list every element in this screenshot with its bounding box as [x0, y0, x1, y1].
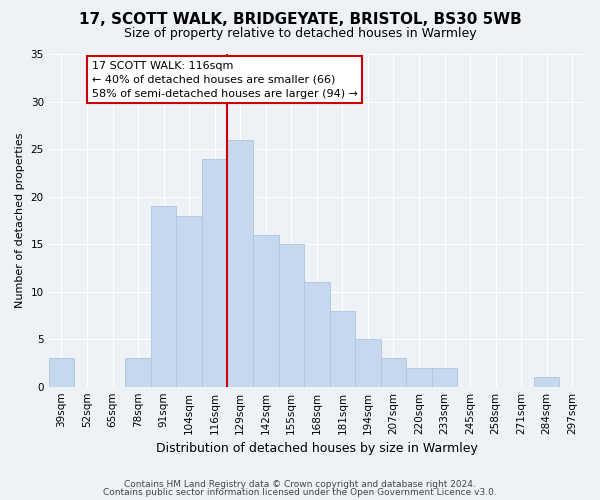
Bar: [406, 368, 432, 386]
Text: Size of property relative to detached houses in Warmley: Size of property relative to detached ho…: [124, 28, 476, 40]
Bar: [355, 339, 380, 386]
Text: Contains public sector information licensed under the Open Government Licence v3: Contains public sector information licen…: [103, 488, 497, 497]
Bar: [380, 358, 406, 386]
Bar: [176, 216, 202, 386]
Bar: [304, 282, 329, 387]
Bar: [125, 358, 151, 386]
Bar: [253, 234, 278, 386]
Bar: [202, 158, 227, 386]
Bar: [151, 206, 176, 386]
Y-axis label: Number of detached properties: Number of detached properties: [15, 132, 25, 308]
Text: 17, SCOTT WALK, BRIDGEYATE, BRISTOL, BS30 5WB: 17, SCOTT WALK, BRIDGEYATE, BRISTOL, BS3…: [79, 12, 521, 28]
Bar: [329, 310, 355, 386]
Bar: [278, 244, 304, 386]
X-axis label: Distribution of detached houses by size in Warmley: Distribution of detached houses by size …: [156, 442, 478, 455]
Bar: [49, 358, 74, 386]
Bar: [227, 140, 253, 386]
Bar: [432, 368, 457, 386]
Bar: [534, 377, 559, 386]
Text: Contains HM Land Registry data © Crown copyright and database right 2024.: Contains HM Land Registry data © Crown c…: [124, 480, 476, 489]
Text: 17 SCOTT WALK: 116sqm
← 40% of detached houses are smaller (66)
58% of semi-deta: 17 SCOTT WALK: 116sqm ← 40% of detached …: [92, 60, 358, 98]
